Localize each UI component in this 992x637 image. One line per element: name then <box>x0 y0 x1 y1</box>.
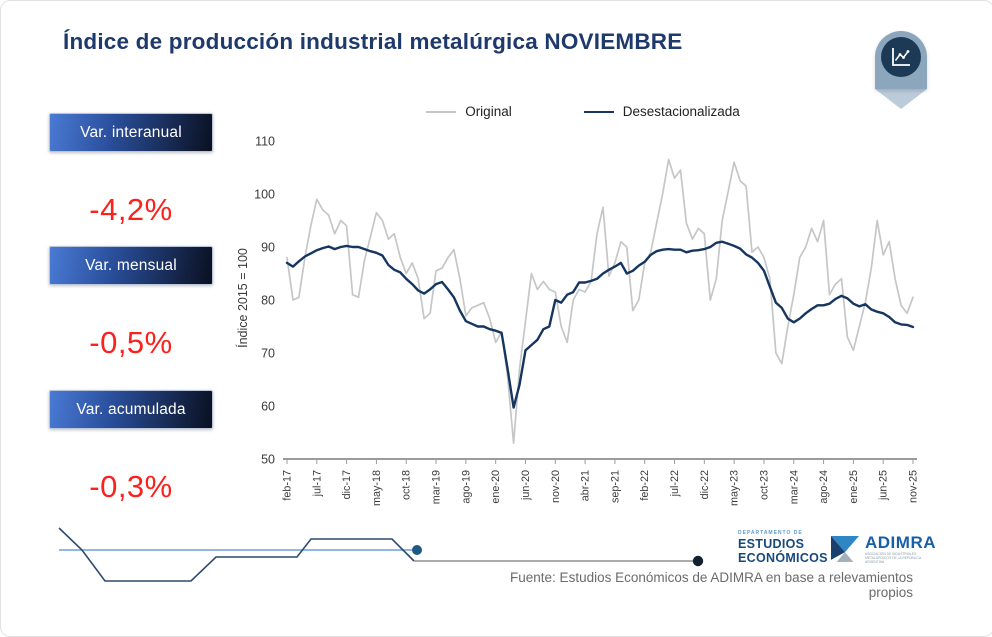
x-tick-label: nov-20 <box>550 470 562 503</box>
line-chart-icon <box>881 37 921 77</box>
stat-value-acumulada: -0,3% <box>89 469 173 504</box>
stat-value-mensual: -0,5% <box>89 325 173 360</box>
chart-legend: Original Desestacionalizada <box>247 104 919 119</box>
legend-item-desestacionalizada: Desestacionalizada <box>583 104 740 119</box>
dept-line1: ESTUDIOS <box>738 537 805 551</box>
stat-label-interanual: Var. interanual <box>49 113 213 152</box>
footer-dot-blue <box>412 545 422 555</box>
x-tick-label: ago-19 <box>460 470 472 504</box>
x-tick-label: dic-17 <box>341 470 353 499</box>
stat-label-acumulada: Var. acumulada <box>49 390 213 429</box>
stat-label-mensual: Var. mensual <box>49 246 213 285</box>
legend-label-original: Original <box>465 104 512 119</box>
x-tick-label: feb-22 <box>639 470 651 501</box>
pin-body <box>875 31 927 89</box>
footer-decoration <box>58 527 704 582</box>
x-tick-label: abr-21 <box>580 470 592 501</box>
x-tick-label: sep-21 <box>609 470 621 503</box>
series-line-original <box>286 158 914 444</box>
adimra-mark-icon <box>831 534 859 564</box>
x-tick-label: oct-23 <box>758 470 770 500</box>
adimra-subtitle: ASOCIACIÓN DE INDUSTRIALES METALÚRGICOS … <box>865 553 921 564</box>
y-tick-label: 90 <box>261 241 275 255</box>
x-tick-label: feb-17 <box>282 470 294 501</box>
adimra-logo: ADIMRA ASOCIACIÓN DE INDUSTRIALES METALÚ… <box>831 534 985 574</box>
legend-item-original: Original <box>426 104 512 119</box>
y-tick-label: 60 <box>261 400 275 414</box>
x-tick-label: ene-20 <box>490 470 502 504</box>
chart-pin-icon <box>875 31 927 109</box>
x-tick-label: jun-25 <box>878 470 890 501</box>
y-tick-label: 50 <box>261 453 275 467</box>
y-tick-label: 100 <box>254 188 275 202</box>
footer-zigzag-line <box>58 527 415 582</box>
dept-line2: ECONÓMICOS <box>738 550 828 565</box>
line-chart: 50 60 70 80 90 100 110 feb-17 jul-17 dic-17 may-18… <box>254 135 920 507</box>
x-tick-label: dic-22 <box>699 470 711 499</box>
x-tick-label: oct-18 <box>401 470 413 500</box>
x-tick-label: mar-19 <box>431 470 443 504</box>
y-tick-label: 110 <box>255 135 275 149</box>
original-line-swatch <box>426 110 457 113</box>
legend-label-desestacionalizada: Desestacionalizada <box>622 104 740 119</box>
x-tick-label: ago-24 <box>818 470 830 504</box>
footer-dot-dark <box>692 555 704 567</box>
x-tick-label: jul-22 <box>669 470 681 497</box>
dept-small-text: DEPARTAMENTO DE <box>738 530 803 536</box>
pin-point <box>875 89 927 109</box>
x-tick-label: mar-24 <box>788 470 800 504</box>
x-tick-label: ene-25 <box>848 470 860 504</box>
x-tick-label: jul-17 <box>311 470 323 497</box>
stat-mensual: Var. mensual -0,5% <box>49 246 213 361</box>
stat-acumulada: Var. acumulada -0,3% <box>49 390 213 505</box>
adimra-name: ADIMRA <box>865 533 936 552</box>
y-tick-label: 80 <box>261 294 275 308</box>
series-line-desestacionalizada <box>285 240 915 409</box>
stat-value-interanual: -4,2% <box>89 192 173 227</box>
x-tick-label: may-23 <box>729 470 741 506</box>
x-tick-label: may-18 <box>371 470 383 506</box>
stat-interanual: Var. interanual -4,2% <box>49 113 213 228</box>
desest-line-swatch <box>583 110 614 113</box>
x-tick-label: nov-25 <box>908 470 920 503</box>
page-title: Índice de producción industrial metalúrg… <box>63 29 683 54</box>
estudios-economicos-logo: DEPARTAMENTO DE ESTUDIOS ECONÓMICOS <box>738 531 828 565</box>
y-tick-label: 70 <box>261 347 275 361</box>
x-tick-label: jun-20 <box>520 470 532 501</box>
source-note: Fuente: Estudios Económicos de ADIMRA en… <box>510 570 913 600</box>
